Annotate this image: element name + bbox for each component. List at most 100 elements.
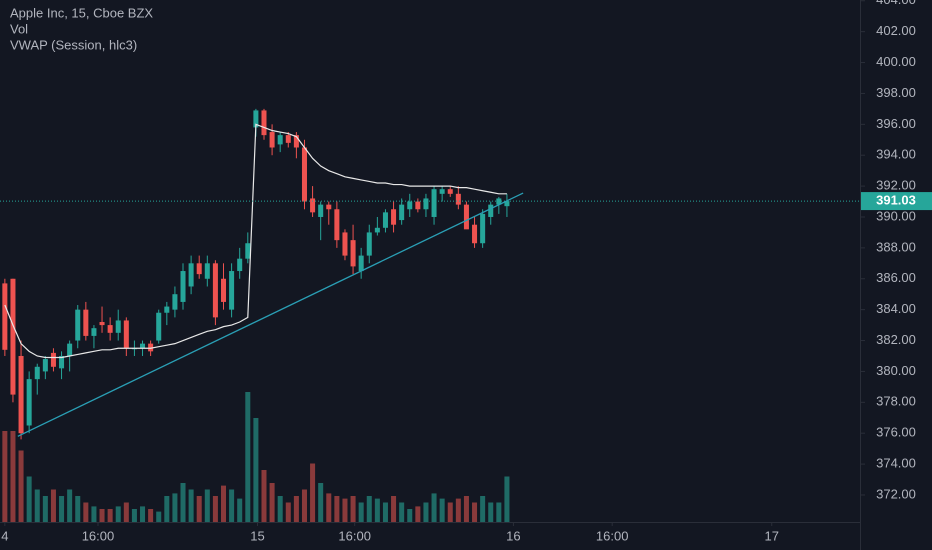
y-tick-label: 394.00 <box>876 147 916 162</box>
volume-bar <box>42 496 48 522</box>
volume-bar <box>34 489 40 522</box>
candle-body <box>431 189 437 217</box>
volume-bar <box>463 496 469 522</box>
y-tick-label: 392.00 <box>876 178 916 193</box>
volume-bar <box>196 496 202 522</box>
y-tick-label: 388.00 <box>876 239 916 254</box>
y-tick-label: 376.00 <box>876 425 916 440</box>
candle-body <box>455 193 461 205</box>
candle-body <box>350 240 356 267</box>
volume-bar <box>253 418 259 522</box>
volume-bar <box>10 431 16 522</box>
indicator-label: VWAP (Session, hlc3) <box>10 37 137 52</box>
volume-bar <box>59 496 65 522</box>
volume-bar <box>229 489 235 522</box>
volume-bar <box>285 502 291 522</box>
y-tick-label: 380.00 <box>876 363 916 378</box>
candle-body <box>83 309 89 336</box>
x-tick-label: 4 <box>1 528 8 543</box>
candle-body <box>415 201 421 210</box>
candle-body <box>123 320 129 349</box>
volume-bar <box>374 498 380 522</box>
candle-body <box>140 343 146 349</box>
y-tick-label: 386.00 <box>876 270 916 285</box>
candle-body <box>504 201 510 207</box>
volume-bar <box>301 489 307 522</box>
volume-bar <box>382 502 388 522</box>
volume-bar <box>123 502 129 522</box>
y-tick-label: 374.00 <box>876 456 916 471</box>
y-tick-label: 382.00 <box>876 332 916 347</box>
volume-bar <box>415 506 421 522</box>
volume-bar <box>504 476 510 522</box>
candle-body <box>115 320 121 333</box>
candle-body <box>10 278 16 395</box>
candle-body <box>34 366 40 380</box>
volume-bar <box>245 392 251 522</box>
y-tick-label: 372.00 <box>876 486 916 501</box>
candle-body <box>447 189 453 194</box>
candle-body <box>358 255 364 272</box>
volume-bar <box>269 483 275 522</box>
candle-body <box>42 359 48 372</box>
candle-body <box>382 212 388 228</box>
volume-bar <box>472 502 478 522</box>
volume-bar <box>431 493 437 522</box>
volume-bar <box>83 502 89 522</box>
volume-bar <box>334 496 340 522</box>
volume-bar <box>237 498 243 522</box>
candle-body <box>285 135 291 143</box>
volume-bar <box>75 496 81 522</box>
candle-body <box>293 135 299 148</box>
volume-bar <box>261 470 267 522</box>
volume-bar <box>2 431 8 522</box>
x-tick-label: 15 <box>250 528 264 543</box>
x-tick-label: 17 <box>764 528 778 543</box>
candle-body <box>439 189 445 194</box>
volume-bar <box>488 502 494 522</box>
candle-body <box>220 278 227 302</box>
candle-body <box>463 204 469 230</box>
x-tick-label: 16:00 <box>596 528 629 543</box>
volume-bar <box>318 483 324 522</box>
volume-bar <box>350 496 356 522</box>
candle-body <box>480 213 486 244</box>
volume-bar <box>180 483 186 522</box>
y-tick-label: 400.00 <box>876 54 916 69</box>
volume-bar <box>50 489 56 522</box>
volume-bar <box>204 489 210 522</box>
y-tick-label: 398.00 <box>876 85 916 100</box>
y-tick-label: 384.00 <box>876 301 916 316</box>
candle-body <box>269 132 275 148</box>
candle-body <box>423 198 429 210</box>
candle-body <box>107 325 113 333</box>
x-tick-label: 16:00 <box>82 528 115 543</box>
candle-body <box>26 379 32 426</box>
volume-bar <box>91 506 97 522</box>
volume-bar <box>107 509 113 522</box>
last-price-label: 391.03 <box>876 193 916 208</box>
candle-body <box>342 232 348 256</box>
candle-body <box>334 209 340 241</box>
candle-body <box>301 147 307 202</box>
volume-bar <box>293 496 299 522</box>
volume-bar <box>212 496 218 522</box>
volume-bar <box>164 496 170 522</box>
candle-body <box>180 271 186 302</box>
candle-body <box>148 343 154 352</box>
y-tick-label: 390.00 <box>876 208 916 223</box>
volume-bar <box>140 506 146 522</box>
candle-body <box>196 263 202 275</box>
volume-bar <box>172 493 178 522</box>
candle-body <box>326 204 332 210</box>
volume-bar <box>18 450 24 522</box>
candle-body <box>91 328 97 336</box>
candle-body <box>261 110 267 136</box>
candle-body <box>212 263 218 318</box>
candle-body <box>253 110 259 128</box>
candle-body <box>310 198 316 213</box>
volume-bar <box>26 476 32 522</box>
volume-bar <box>326 493 332 522</box>
